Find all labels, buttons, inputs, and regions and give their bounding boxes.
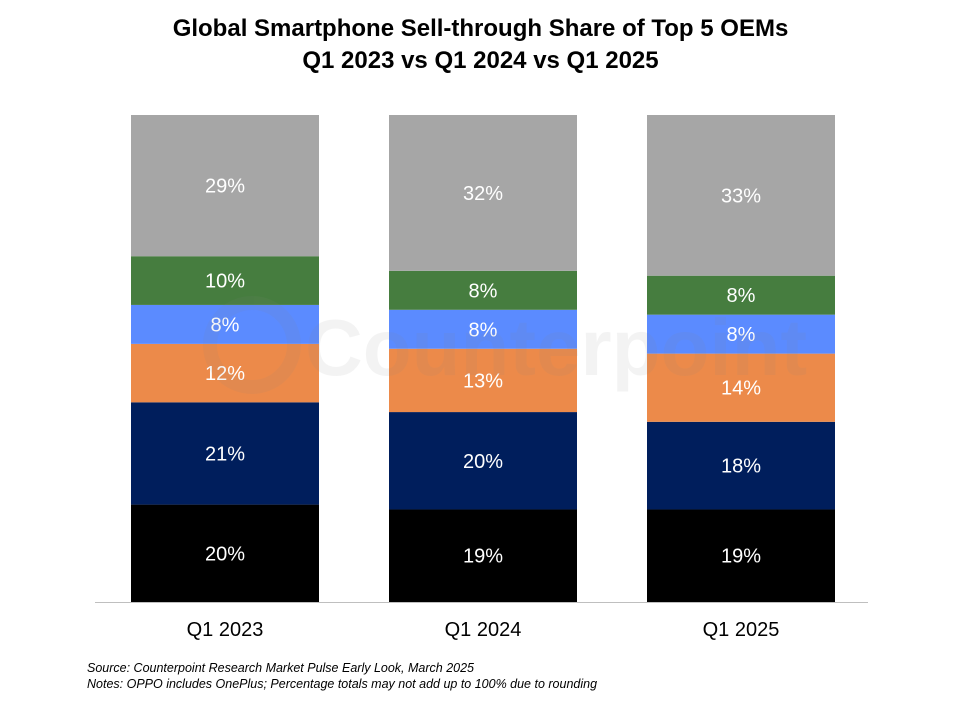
data-label: 33% xyxy=(721,185,761,207)
bar-segment xyxy=(647,115,835,276)
source-note: Source: Counterpoint Research Market Pul… xyxy=(87,661,474,675)
chart-subtitle: Q1 2023 vs Q1 2024 vs Q1 2025 xyxy=(302,47,659,74)
data-label: 29% xyxy=(205,176,245,198)
data-label: 10% xyxy=(205,271,245,293)
data-label: 8% xyxy=(469,280,498,302)
bar-segment xyxy=(389,309,577,349)
bar-segment xyxy=(647,421,835,510)
data-label: 8% xyxy=(727,285,756,307)
data-label: 8% xyxy=(211,314,240,336)
x-tick-label: Q1 2024 xyxy=(445,619,522,641)
data-label: 20% xyxy=(463,451,503,473)
bar-segment xyxy=(389,348,577,413)
data-label: 19% xyxy=(463,546,503,568)
bar-segment xyxy=(647,275,835,315)
bar-segment xyxy=(131,304,319,344)
data-label: 20% xyxy=(205,543,245,565)
data-label: 8% xyxy=(469,319,498,341)
bar-segment xyxy=(131,343,319,403)
svg-text:Counterpoint: Counterpoint xyxy=(305,303,807,392)
data-label: 14% xyxy=(721,378,761,400)
bar-segment xyxy=(131,402,319,505)
data-label: 12% xyxy=(205,363,245,385)
bar-segment xyxy=(131,504,319,602)
bar-segment xyxy=(131,115,319,257)
footnote: Notes: OPPO includes OnePlus; Percentage… xyxy=(87,677,598,691)
bar-segment xyxy=(647,314,835,354)
data-label: 8% xyxy=(727,324,756,346)
chart-title: Global Smartphone Sell-through Share of … xyxy=(172,15,789,42)
bar-segment xyxy=(389,270,577,310)
counterpoint-watermark-logo: Counterpoint xyxy=(203,296,807,394)
x-tick-label: Q1 2023 xyxy=(187,619,264,641)
bar-segment xyxy=(131,256,319,305)
bar-segment xyxy=(389,509,577,602)
bar-segment xyxy=(647,353,835,422)
bar-segment xyxy=(647,509,835,602)
bar-segment xyxy=(389,115,577,271)
data-label: 32% xyxy=(463,183,503,205)
data-label: 13% xyxy=(463,370,503,392)
x-tick-label: Q1 2025 xyxy=(703,619,780,641)
data-label: 18% xyxy=(721,456,761,478)
data-label: 21% xyxy=(205,443,245,465)
bar-segment xyxy=(389,412,577,510)
data-label: 19% xyxy=(721,546,761,568)
